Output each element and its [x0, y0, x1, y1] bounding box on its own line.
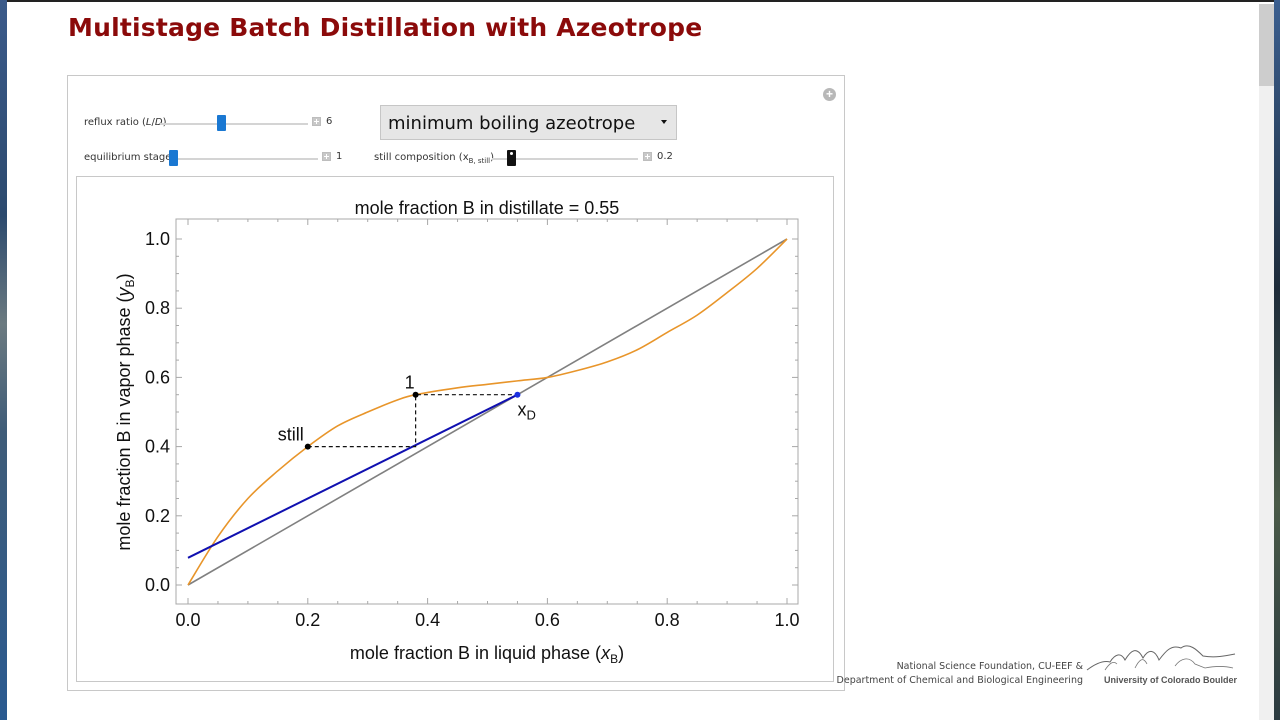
svg-text:xD: xD: [517, 400, 535, 423]
equilibrium-stages-track[interactable]: [172, 158, 318, 160]
stage-steps: [307, 394, 518, 448]
annotations: still 1 xD: [278, 373, 536, 445]
system-type-dropdown[interactable]: minimum boiling azeotrope: [380, 105, 677, 140]
reflux-ratio-label: reflux ratio (L/D): [84, 117, 166, 128]
vertical-scrollbar[interactable]: [1259, 4, 1274, 720]
svg-text:1: 1: [405, 373, 415, 393]
svg-text:0.8: 0.8: [145, 298, 170, 318]
chevron-down-icon: [661, 120, 667, 124]
equilibrium-stages-value: 1: [336, 151, 343, 162]
still-composition-slider[interactable]: [507, 150, 516, 166]
still-composition-value: 0.2: [657, 151, 673, 162]
svg-text:1.0: 1.0: [774, 610, 799, 630]
equilibrium-stages-label: equilibrium stages: [84, 152, 177, 163]
svg-text:0.4: 0.4: [415, 610, 440, 630]
footer-credit-line1: National Science Foundation, CU-EEF &: [896, 661, 1083, 672]
svg-text:still: still: [278, 425, 304, 445]
equilibrium-stages-expand-icon[interactable]: [322, 152, 331, 161]
plus-circle-icon[interactable]: +: [823, 88, 836, 101]
footer-credit-line2: Department of Chemical and Biological En…: [836, 675, 1083, 686]
window-top-border: [0, 0, 1280, 2]
svg-text:0.8: 0.8: [655, 610, 680, 630]
reflux-ratio-value: 6: [326, 116, 333, 127]
svg-text:0.2: 0.2: [295, 610, 320, 630]
mountain-logo-icon: [1086, 645, 1236, 671]
tick-labels: 0.0 0.2 0.4 0.6 0.8 1.0 0.0 0.2 0.4 0.6 0.8 1.0: [145, 229, 800, 630]
svg-text:0.0: 0.0: [175, 610, 200, 630]
scrollbar-thumb[interactable]: [1259, 4, 1274, 86]
reflux-ratio-slider[interactable]: [217, 115, 226, 131]
chart-title: mole fraction B in distillate = 0.55: [355, 198, 620, 218]
reflux-ratio-track[interactable]: [160, 123, 308, 125]
equilibrium-curve: [187, 238, 788, 586]
desktop-background-right: [1274, 0, 1280, 720]
still-composition-paren: ): [490, 152, 494, 163]
page-title: Multistage Batch Distillation with Azeot…: [68, 13, 703, 42]
stage-points: [304, 391, 521, 450]
equilibrium-stages-slider[interactable]: [169, 150, 178, 166]
svg-text:0.4: 0.4: [145, 437, 170, 457]
svg-text:0.2: 0.2: [145, 506, 170, 526]
reflux-ratio-expand-icon[interactable]: [312, 117, 321, 126]
x-axis-label: mole fraction B in liquid phase (xB): [350, 643, 624, 666]
y-axis-label: mole fraction B in vapor phase (yB): [114, 273, 137, 550]
svg-text:0.6: 0.6: [535, 610, 560, 630]
still-composition-track[interactable]: [492, 158, 638, 160]
still-composition-expand-icon[interactable]: [643, 152, 652, 161]
dropdown-selected: minimum boiling azeotrope: [388, 113, 636, 134]
desktop-background-left: [0, 0, 7, 720]
still-composition-label: still composition (xB, still): [374, 152, 494, 165]
still-composition-subscript: B, still: [468, 157, 491, 165]
university-logo-text: University of Colorado Boulder: [1104, 675, 1238, 685]
svg-text:0.6: 0.6: [145, 367, 170, 387]
axis-ticks: [176, 219, 798, 604]
still-composition-label-text: still composition (x: [374, 152, 469, 163]
diagonal-line: [187, 238, 788, 586]
svg-text:0.0: 0.0: [145, 575, 170, 595]
plot-frame: [76, 176, 834, 682]
operating-line: [187, 393, 518, 559]
svg-text:1.0: 1.0: [145, 229, 170, 249]
